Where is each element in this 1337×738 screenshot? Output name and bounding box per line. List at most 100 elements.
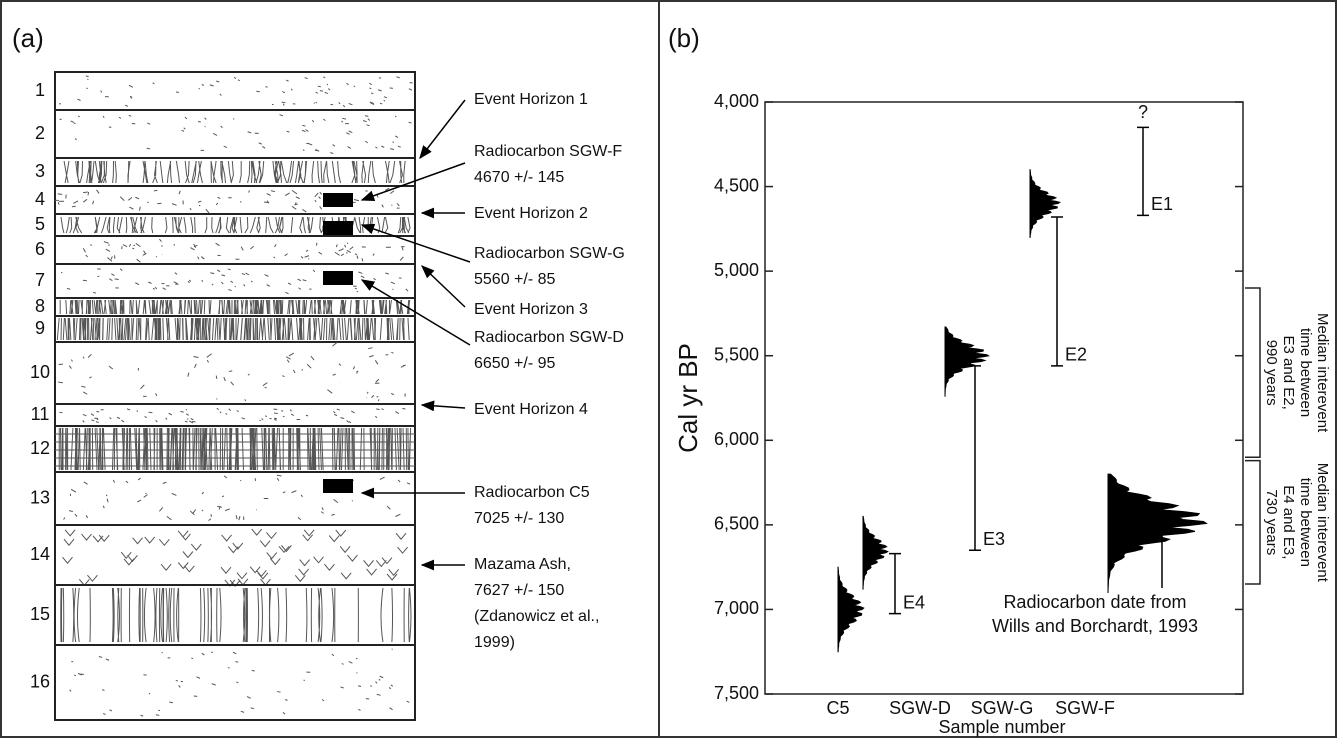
- arrow: [360, 223, 471, 263]
- layer-texture: [63, 474, 411, 522]
- bracket-label: Median interevent: [1314, 313, 1331, 433]
- layer-number: 16: [30, 671, 50, 691]
- annotation: 6650 +/- 95: [474, 355, 556, 372]
- layer-number: 7: [35, 270, 45, 290]
- event-label: E3: [983, 529, 1005, 549]
- bracket-label: 990 years: [1263, 340, 1280, 406]
- layer: [54, 644, 416, 721]
- annotation: Event Horizon 4: [474, 401, 588, 418]
- layer: [54, 584, 416, 646]
- layer: [54, 263, 416, 299]
- layer-number: 2: [35, 123, 45, 143]
- layer-texture: [59, 407, 406, 424]
- annotation: 7627 +/- 150: [474, 582, 564, 599]
- note: Wills and Borchardt, 1993: [992, 616, 1198, 636]
- layer: [54, 109, 416, 159]
- y-tick-label: 6,500: [714, 514, 759, 534]
- layer-number: 11: [31, 404, 50, 424]
- note: Radiocarbon date from: [1003, 592, 1186, 612]
- layer-texture: [62, 528, 408, 587]
- bracket: [1245, 287, 1261, 458]
- sample-block: [323, 479, 353, 493]
- y-tick-label: 4,500: [714, 175, 759, 195]
- annotation: 7025 +/- 130: [474, 510, 564, 527]
- annotation: Event Horizon 1: [474, 91, 588, 108]
- sample-block: [323, 221, 353, 235]
- event-bar: [1137, 126, 1149, 217]
- bracket-label: 730 years: [1263, 489, 1280, 555]
- annotation: 5560 +/- 85: [474, 271, 556, 288]
- y-tick-label: 4,000: [714, 91, 759, 111]
- probability-distribution: [1029, 169, 1061, 238]
- event-label: E4: [903, 592, 925, 612]
- layer-texture: [58, 341, 406, 402]
- arrow: [360, 162, 466, 201]
- layer: [54, 403, 416, 427]
- arrow: [420, 400, 466, 412]
- annotation: Radiocarbon C5: [474, 484, 590, 501]
- layer: [54, 185, 416, 215]
- layer: [54, 157, 416, 187]
- layer-number: 1: [35, 80, 45, 100]
- y-tick-label: 5,000: [714, 260, 759, 280]
- x-tick-label: C5: [826, 698, 849, 718]
- layer-texture: [82, 238, 405, 263]
- x-tick-label: SGW-F: [1055, 698, 1115, 718]
- probability-distribution: [1107, 473, 1208, 594]
- layer-texture: [56, 317, 410, 341]
- layer-texture: [60, 268, 409, 295]
- x-axis-label: Sample number: [938, 717, 1065, 737]
- bracket-label: time between: [1297, 478, 1314, 567]
- event-bar: [1051, 216, 1063, 367]
- bracket: [1245, 459, 1261, 585]
- panel-label: (a): [12, 23, 44, 53]
- annotation: (Zdanowicz et al.,: [474, 608, 599, 625]
- event-label: E1: [1151, 194, 1173, 214]
- layer-number: 12: [30, 438, 50, 458]
- bracket-label: E3 and E2,: [1280, 336, 1297, 410]
- layer-texture: [69, 648, 410, 717]
- bracket-label: E4 and E3,: [1280, 485, 1297, 559]
- layer-number: 3: [35, 161, 45, 181]
- y-tick-label: 7,000: [714, 598, 759, 618]
- layer: [54, 235, 416, 265]
- layer-texture: [63, 160, 406, 184]
- annotation: 1999): [474, 634, 515, 651]
- annotation: Event Horizon 3: [474, 301, 588, 318]
- sample-block: [323, 271, 353, 285]
- layer-number: 8: [35, 296, 45, 316]
- arrow: [421, 265, 466, 308]
- probability-distribution: [862, 515, 889, 590]
- layer: [54, 524, 416, 586]
- event-bar: [889, 552, 901, 615]
- layer-texture: [59, 114, 412, 155]
- layer-number: 14: [30, 544, 50, 564]
- annotation: Mazama Ash,: [474, 556, 571, 573]
- layer-number: 5: [35, 214, 45, 234]
- layer: [54, 471, 416, 526]
- layer-number: 9: [35, 318, 45, 338]
- event-bar: [969, 365, 981, 551]
- annotation: 4670 +/- 145: [474, 169, 564, 186]
- layer-texture: [60, 216, 411, 234]
- layer-texture: [58, 75, 413, 108]
- layer-texture: [60, 587, 412, 643]
- panel-label: (b): [668, 23, 700, 53]
- y-tick-label: 5,500: [714, 344, 759, 364]
- y-tick-label: 6,000: [714, 429, 759, 449]
- annotation: Radiocarbon SGW-D: [474, 329, 624, 346]
- arrow: [419, 99, 466, 160]
- layer-texture: [55, 427, 415, 471]
- x-tick-label: SGW-G: [971, 698, 1034, 718]
- probability-distribution: [944, 326, 990, 397]
- layer-number: 10: [30, 362, 50, 382]
- layer-texture: [59, 299, 411, 315]
- bracket-label: Median interevent: [1314, 463, 1331, 583]
- plot-frame: [764, 101, 1244, 695]
- event-label: E2: [1065, 345, 1087, 365]
- layer: [54, 341, 416, 405]
- probability-distribution: [837, 566, 865, 653]
- layer-number: 6: [35, 239, 45, 259]
